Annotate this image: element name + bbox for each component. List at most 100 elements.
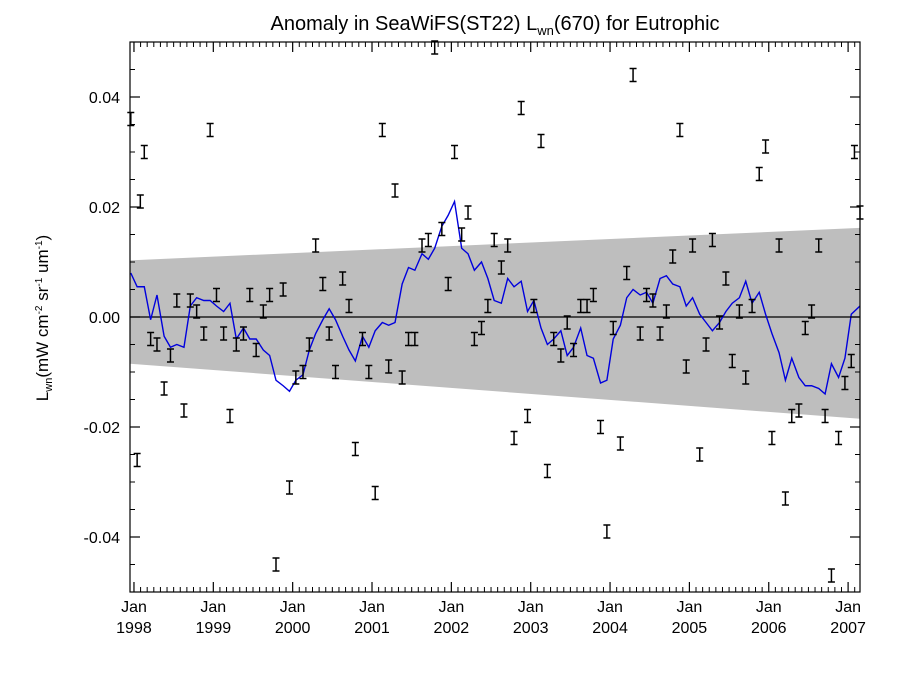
data-point-43 xyxy=(405,331,413,347)
y-label-um: um xyxy=(33,249,52,277)
data-point-109 xyxy=(841,375,849,391)
data-point-111 xyxy=(850,144,858,160)
data-point-77 xyxy=(629,67,637,83)
y-label-exp3: -1 xyxy=(34,240,45,249)
data-point-34 xyxy=(345,298,353,314)
y-tick-label: 0.02 xyxy=(89,200,120,217)
data-point-10 xyxy=(186,293,194,308)
data-point-79 xyxy=(643,287,651,303)
data-point-90 xyxy=(716,315,724,330)
data-point-63 xyxy=(537,133,545,149)
x-tick-year: 2007 xyxy=(830,620,866,637)
data-point-22 xyxy=(266,287,274,303)
data-point-44 xyxy=(411,331,419,347)
data-point-97 xyxy=(762,139,770,154)
trend-line xyxy=(130,199,861,396)
data-point-17 xyxy=(232,337,240,352)
data-point-23 xyxy=(272,557,280,572)
data-point-9 xyxy=(180,403,188,418)
data-point-12 xyxy=(200,326,208,341)
data-point-88 xyxy=(702,337,710,352)
data-point-95 xyxy=(748,298,756,314)
x-tick-month: Jan xyxy=(280,599,306,616)
y-axis: -0.04 -0.02 0.00 0.02 0.04 xyxy=(84,41,860,593)
x-tick-year: 2003 xyxy=(513,620,549,637)
x-tick-month: Jan xyxy=(677,599,703,616)
data-point-100 xyxy=(781,491,789,506)
data-point-85 xyxy=(682,359,690,374)
data-point-78 xyxy=(636,326,644,341)
data-point-102 xyxy=(795,403,803,418)
x-tick-month: Jan xyxy=(438,599,464,616)
data-point-31 xyxy=(325,326,333,341)
data-point-16 xyxy=(226,408,234,424)
data-point-25 xyxy=(285,480,293,495)
data-point-26 xyxy=(292,370,300,385)
data-point-51 xyxy=(458,227,466,242)
data-point-55 xyxy=(484,298,492,314)
x-tick-year: 2001 xyxy=(354,620,390,637)
y-label-exp2: -1 xyxy=(34,277,45,286)
data-point-87 xyxy=(696,447,704,462)
y-tick-label: 0.00 xyxy=(89,310,120,327)
data-point-39 xyxy=(378,122,386,138)
data-point-64 xyxy=(543,463,551,479)
data-point-8 xyxy=(173,293,181,308)
data-point-80 xyxy=(649,293,657,308)
data-point-73 xyxy=(603,524,611,539)
data-point-21 xyxy=(259,304,267,319)
data-point-18 xyxy=(239,326,247,341)
data-point-82 xyxy=(662,304,670,319)
data-point-68 xyxy=(570,342,578,358)
data-point-54 xyxy=(478,320,486,336)
data-point-57 xyxy=(497,260,505,275)
data-point-105 xyxy=(815,238,823,253)
x-tick-year: 2002 xyxy=(434,620,470,637)
data-point-60 xyxy=(517,100,525,116)
data-point-40 xyxy=(385,359,393,374)
data-point-0 xyxy=(127,111,135,127)
data-point-49 xyxy=(444,276,452,292)
data-point-6 xyxy=(160,381,168,396)
data-point-107 xyxy=(827,568,835,583)
data-point-74 xyxy=(609,320,617,336)
data-point-104 xyxy=(808,304,816,319)
data-point-106 xyxy=(821,408,829,424)
x-tick-month: Jan xyxy=(835,599,861,616)
data-point-38 xyxy=(371,485,379,501)
data-point-48 xyxy=(438,221,446,237)
data-point-84 xyxy=(676,122,684,138)
data-point-61 xyxy=(524,408,532,424)
data-point-27 xyxy=(299,364,307,380)
data-point-20 xyxy=(252,342,260,358)
y-label-units: (mW cm xyxy=(33,314,52,377)
x-tick-month: Jan xyxy=(756,599,782,616)
chart-title-main: Anomaly in SeaWiFS(ST22) L xyxy=(270,13,537,35)
data-point-37 xyxy=(365,364,373,380)
x-axis: Jan 1998 Jan 1999 Jan 2000 Jan 2001 Jan 2002 Jan 20… xyxy=(116,42,866,637)
data-point-45 xyxy=(418,238,426,253)
x-tick-month: Jan xyxy=(359,599,385,616)
data-point-50 xyxy=(451,144,459,160)
data-point-110 xyxy=(847,353,855,369)
data-point-89 xyxy=(708,232,716,248)
data-point-36 xyxy=(358,331,366,347)
data-point-98 xyxy=(768,430,776,446)
data-point-71 xyxy=(589,287,597,303)
x-tick-year: 2000 xyxy=(275,620,311,637)
data-point-15 xyxy=(220,326,228,341)
data-point-14 xyxy=(212,287,220,303)
data-point-3 xyxy=(140,144,148,160)
data-point-83 xyxy=(669,249,677,264)
plot-area: -0.04-0.020.000.020.04 Jan1998Jan1999Jan… xyxy=(84,40,866,637)
data-point-53 xyxy=(470,331,478,347)
data-point-67 xyxy=(563,315,571,330)
data-point-58 xyxy=(504,238,512,253)
data-point-108 xyxy=(835,430,843,446)
y-label-exp1: -2 xyxy=(34,305,45,314)
data-point-30 xyxy=(319,276,327,292)
chart-title: Anomaly in SeaWiFS(ST22) Lwn(670) for Eu… xyxy=(270,13,719,38)
data-point-81 xyxy=(656,326,664,341)
data-point-99 xyxy=(775,238,783,253)
x-tick-month: Jan xyxy=(200,599,226,616)
